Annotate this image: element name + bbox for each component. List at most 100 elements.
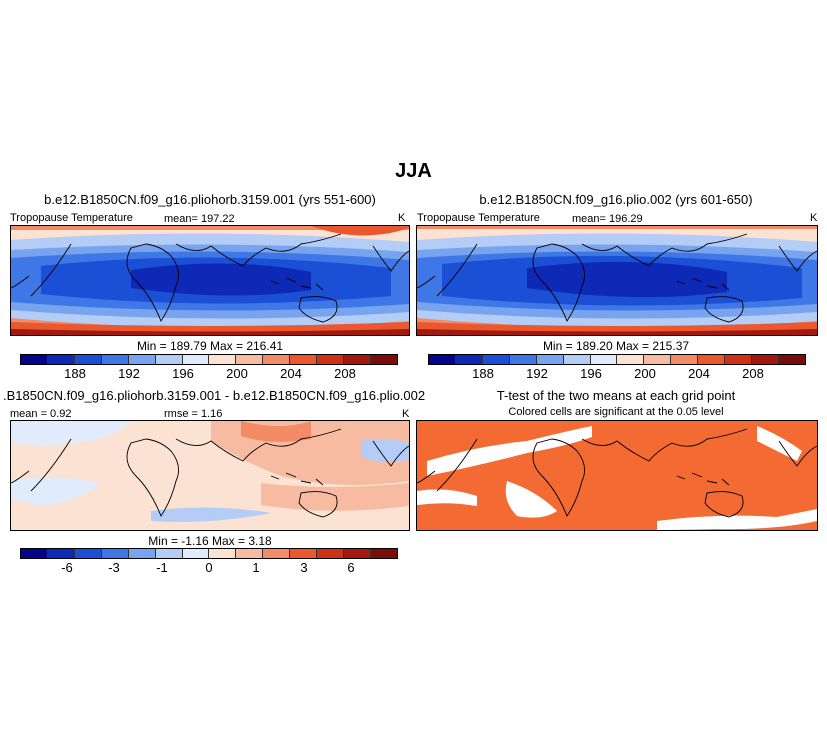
p1-coast-east bbox=[372, 245, 409, 272]
p1-cb-12 bbox=[317, 355, 345, 364]
panel-2-colorbar bbox=[428, 354, 806, 365]
p4-nonsig-band-atlantic bbox=[427, 426, 592, 476]
panel-2-minmax: Min = 189.20 Max = 215.37 bbox=[542, 339, 690, 353]
panel-2-field-label: Tropopause Temperature bbox=[417, 212, 540, 224]
p3-cb-3 bbox=[74, 549, 102, 558]
panel-3-map bbox=[10, 420, 410, 531]
p1-cb-5 bbox=[128, 355, 156, 364]
p4-coast-africa bbox=[532, 438, 586, 517]
p1-tick-5: 204 bbox=[280, 366, 302, 381]
p1-cb-9 bbox=[236, 355, 264, 364]
panel-2-map-svg bbox=[417, 226, 817, 335]
p1-cb-6 bbox=[155, 355, 183, 364]
p1-coast-americas bbox=[11, 243, 72, 297]
p1-tick-3: 196 bbox=[172, 366, 194, 381]
p1-coast-asia bbox=[175, 233, 342, 267]
p3-coast-islands bbox=[270, 472, 324, 486]
panel-2-title: b.e12.B1850CN.f09_g16.plio.002 (yrs 601-… bbox=[479, 192, 753, 207]
p1-tick-2: 192 bbox=[118, 366, 140, 381]
p2-cb-1 bbox=[429, 355, 456, 364]
p3-cb-9 bbox=[236, 549, 264, 558]
p1-cb-14 bbox=[370, 355, 397, 364]
p2-cb-11 bbox=[698, 355, 726, 364]
p2-tick-2: 192 bbox=[526, 366, 548, 381]
panel-4-subtitle: Colored cells are significant at the 0.0… bbox=[508, 406, 724, 418]
p1-cb-3 bbox=[74, 355, 102, 364]
panel-3-colorbar bbox=[20, 548, 398, 559]
panel-1-minmax: Min = 189.79 Max = 216.41 bbox=[136, 339, 284, 353]
panel-1-mean-label: mean= 197.22 bbox=[164, 213, 235, 225]
panel-3-map-svg bbox=[11, 421, 409, 530]
p1-coast-africa bbox=[126, 243, 180, 322]
figure-title: JJA bbox=[395, 160, 432, 182]
p3-patch-east-negative bbox=[361, 438, 409, 463]
p3-tick-5: 1 bbox=[252, 560, 260, 575]
p2-band-south-hottest bbox=[417, 329, 817, 335]
p3-cb-12 bbox=[317, 549, 345, 558]
p3-tick-2: -3 bbox=[108, 560, 120, 575]
panel-1-units-label: K bbox=[398, 212, 406, 224]
p4-coast-australia bbox=[704, 491, 744, 518]
p1-cb-8 bbox=[209, 355, 237, 364]
p2-cb-8 bbox=[617, 355, 645, 364]
p2-cb-2 bbox=[455, 355, 483, 364]
p1-cb-13 bbox=[344, 355, 371, 364]
panel-4-map-svg bbox=[417, 421, 817, 530]
p3-coast-asia bbox=[175, 428, 342, 462]
panel-3-units-label: K bbox=[402, 408, 410, 420]
p2-tick-3: 196 bbox=[580, 366, 602, 381]
p3-tick-4: 0 bbox=[205, 560, 213, 575]
panel-3-title: .B1850CN.f09_g16.pliohorb.3159.001 - b.e… bbox=[3, 388, 426, 403]
p2-tick-5: 204 bbox=[688, 366, 710, 381]
p1-patch-north-hot bbox=[311, 226, 409, 236]
p4-nonsig-band-sw bbox=[417, 489, 477, 506]
p2-coast-africa bbox=[532, 243, 586, 322]
p3-cb-11 bbox=[290, 549, 318, 558]
p3-coast-americas bbox=[11, 438, 72, 492]
p2-tick-4: 200 bbox=[634, 366, 656, 381]
p3-cb-8 bbox=[209, 549, 237, 558]
p4-coast-islands bbox=[676, 472, 730, 486]
p3-cb-4 bbox=[101, 549, 129, 558]
p2-cb-10 bbox=[671, 355, 699, 364]
panel-4-title: T-test of the two means at each grid poi… bbox=[496, 388, 736, 403]
p3-tick-1: -6 bbox=[61, 560, 73, 575]
p2-coast-east bbox=[778, 245, 817, 272]
panel-1-title: b.e12.B1850CN.f09_g16.pliohorb.3159.001 … bbox=[44, 192, 376, 207]
panel-2-units-label: K bbox=[810, 212, 818, 224]
p1-cb-2 bbox=[47, 355, 75, 364]
p4-coast-asia bbox=[581, 428, 748, 462]
p1-cb-1 bbox=[21, 355, 48, 364]
panel-3-mean-label: mean = 0.92 bbox=[10, 408, 72, 420]
p4-coast-east bbox=[778, 440, 817, 467]
p3-cb-5 bbox=[128, 549, 156, 558]
p4-significant-region bbox=[417, 421, 817, 530]
p2-tick-6: 208 bbox=[742, 366, 764, 381]
p1-tick-1: 188 bbox=[64, 366, 86, 381]
p2-core-cold bbox=[527, 261, 727, 298]
p3-cb-7 bbox=[182, 549, 210, 558]
p3-cb-2 bbox=[47, 549, 75, 558]
p1-tick-6: 208 bbox=[334, 366, 356, 381]
p2-coast-islands bbox=[676, 277, 730, 291]
p1-cb-7 bbox=[182, 355, 210, 364]
p2-cb-7 bbox=[590, 355, 618, 364]
p1-cb-11 bbox=[290, 355, 318, 364]
p3-coast-australia bbox=[298, 491, 338, 518]
panel-4-map bbox=[416, 420, 818, 531]
p1-band-south-hottest bbox=[11, 329, 409, 335]
p1-coast-australia bbox=[298, 296, 338, 323]
panel-1-map bbox=[10, 225, 410, 336]
p3-cb-13 bbox=[344, 549, 371, 558]
p1-core-cold bbox=[131, 263, 311, 296]
panel-1-field-label: Tropopause Temperature bbox=[10, 212, 133, 224]
p2-coast-australia bbox=[704, 296, 744, 323]
p2-cb-6 bbox=[563, 355, 591, 364]
p3-tick-7: 6 bbox=[347, 560, 355, 575]
p3-coast-africa bbox=[126, 438, 180, 517]
p2-cb-3 bbox=[482, 355, 510, 364]
p2-cb-4 bbox=[509, 355, 537, 364]
panel-1-map-svg bbox=[11, 226, 409, 335]
panel-3-rmse-label: rmse = 1.16 bbox=[164, 408, 223, 420]
p3-cb-6 bbox=[155, 549, 183, 558]
